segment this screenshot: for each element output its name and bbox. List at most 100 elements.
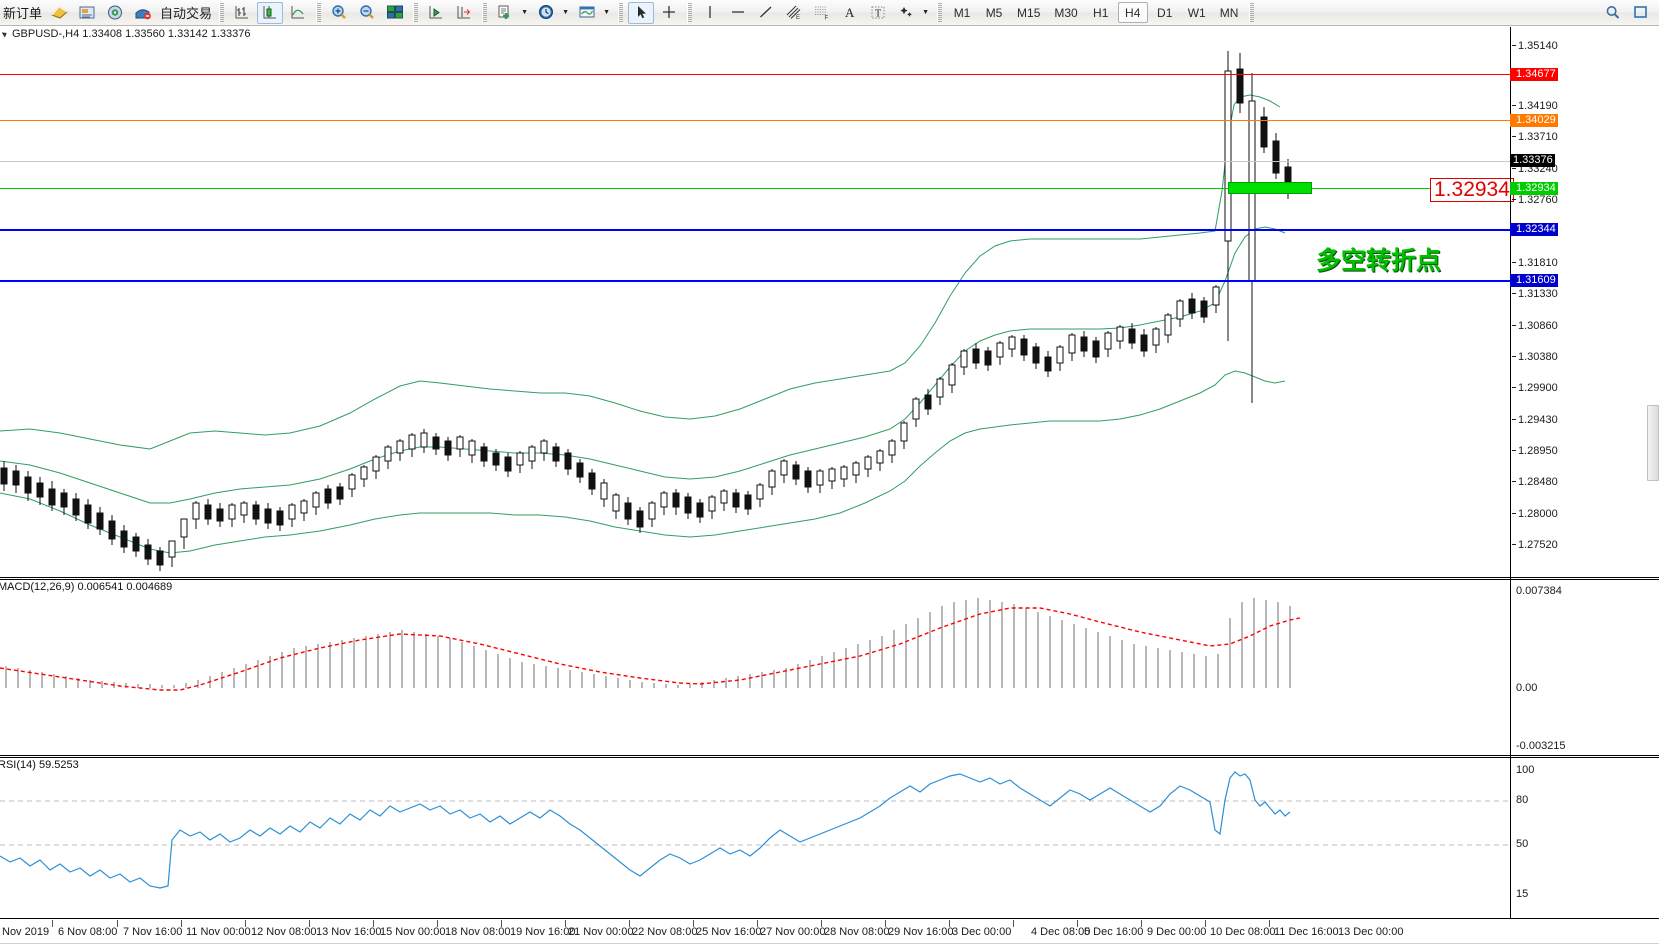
level-tag-current-price: 1.33376 <box>1510 154 1555 167</box>
chart-annotation-text[interactable]: 多空转折点 <box>1316 246 1442 275</box>
level-line-current-price <box>0 161 1510 162</box>
price-tick: 1.29430 <box>1512 414 1558 426</box>
templates-icon[interactable] <box>574 2 600 24</box>
text-label-icon[interactable]: T <box>865 2 891 24</box>
new-order-button[interactable]: 新订单 <box>0 1 45 25</box>
bollinger-middle-band <box>0 226 1286 504</box>
rsi-tick-50: 50 <box>1516 838 1529 850</box>
time-label: 7 Nov 16:00 <box>123 926 183 938</box>
indicators-dropdown-arrow-icon[interactable]: ▼ <box>521 9 528 16</box>
rsi-scale: 100 80 50 15 <box>1511 760 1659 918</box>
timeframe-m1[interactable]: M1 <box>953 5 971 20</box>
autotrading-label: 自动交易 <box>160 7 213 22</box>
shapes-icon[interactable] <box>893 2 919 24</box>
time-label: 9 Dec 00:00 <box>1147 926 1207 938</box>
timeframe-m30[interactable]: M30 <box>1054 5 1078 20</box>
level-tag-support-green[interactable]: 1.32934 <box>1510 182 1558 195</box>
line-chart-icon[interactable] <box>285 2 311 24</box>
time-separator <box>1141 920 1142 927</box>
price-tick: 1.29900 <box>1512 382 1558 394</box>
autotrading-button[interactable]: 自动交易 <box>157 1 215 25</box>
time-label: 18 Nov 08:00 <box>445 926 511 938</box>
level-line-resistance-red[interactable] <box>0 72 1526 77</box>
bollinger-lower-band <box>0 370 1286 554</box>
price-tick: 1.28480 <box>1512 476 1558 488</box>
pane-separator-rsi <box>0 755 1659 758</box>
zoom-out-icon[interactable] <box>354 2 380 24</box>
chart-shift-icon[interactable] <box>451 2 477 24</box>
level-tag-resistance-red[interactable]: 1.34677 <box>1510 68 1558 81</box>
auto-scroll-icon[interactable] <box>423 2 449 24</box>
horizontal-line-icon[interactable] <box>725 2 751 24</box>
vertical-scrollbar[interactable] <box>1647 405 1659 481</box>
timeframe-mn[interactable]: MN <box>1219 5 1239 20</box>
time-label: 11 Nov 00:00 <box>186 926 251 938</box>
macd-pane[interactable] <box>0 582 1510 752</box>
maximize-icon[interactable] <box>1628 2 1654 24</box>
timeframe-w1[interactable]: W1 <box>1187 5 1206 20</box>
time-label: 11 Dec 16:00 <box>1274 926 1339 938</box>
time-separator <box>1269 920 1270 927</box>
level-line-support-blue-1[interactable] <box>0 228 1526 233</box>
alerts-icon[interactable] <box>102 2 128 24</box>
text-icon[interactable]: A <box>837 2 863 24</box>
price-axis[interactable]: 1.35140 1.34190 1.33710 1.33240 1.32760 … <box>1510 27 1659 918</box>
level-tag-resistance-orange[interactable]: 1.34029 <box>1510 114 1558 127</box>
rsi-canvas <box>0 771 1510 889</box>
timeframe-h4[interactable]: H4 <box>1117 2 1148 23</box>
periods-dropdown-arrow-icon[interactable]: ▼ <box>562 9 569 16</box>
level-tag-support-blue-2[interactable]: 1.31609 <box>1510 274 1558 287</box>
price-tick: 1.28000 <box>1512 508 1558 520</box>
price-chart-pane[interactable] <box>0 41 1510 579</box>
vertical-line-icon[interactable] <box>697 2 723 24</box>
pane-separator-macd <box>0 577 1659 580</box>
time-separator <box>437 920 438 927</box>
level-line-support-blue-2[interactable] <box>0 279 1526 284</box>
price-tick: 1.33710 <box>1512 131 1558 143</box>
price-axis-line <box>1510 27 1511 918</box>
periods-icon[interactable] <box>533 2 559 24</box>
zoom-in-icon[interactable] <box>326 2 352 24</box>
time-label: 6 Nov 08:00 <box>58 926 118 938</box>
search-icon[interactable] <box>1600 2 1626 24</box>
time-separator <box>885 920 886 927</box>
bollinger-upper-band <box>0 94 1281 450</box>
shapes-dropdown-arrow-icon[interactable]: ▼ <box>922 9 929 16</box>
crosshair-icon[interactable] <box>656 2 682 24</box>
candlestick-chart-icon[interactable] <box>257 1 284 24</box>
templates-dropdown-arrow-icon[interactable]: ▼ <box>603 9 610 16</box>
timeframe-m15[interactable]: M15 <box>1017 5 1041 20</box>
svg-text:F: F <box>825 16 829 22</box>
time-axis[interactable]: Nov 2019 6 Nov 08:00 7 Nov 16:00 11 Nov … <box>0 918 1659 949</box>
time-label: Nov 2019 <box>2 926 50 938</box>
timeframe-m5[interactable]: M5 <box>985 5 1003 20</box>
symbol-info-text: GBPUSD-,H4 1.33408 1.33560 1.33142 1.333… <box>12 28 251 40</box>
timeframe-d1[interactable]: D1 <box>1157 5 1173 20</box>
time-label: 21 Nov 00:00 <box>568 926 634 938</box>
cursor-icon[interactable] <box>628 1 655 24</box>
fibonacci-icon[interactable]: F <box>809 2 835 24</box>
charts-icon[interactable] <box>46 2 72 24</box>
macd-indicator-label: MACD(12,26,9) 0.006541 0.004689 <box>0 581 173 593</box>
tile-windows-icon[interactable] <box>382 2 408 24</box>
price-callout-box[interactable]: 1.32934 <box>1430 178 1514 202</box>
time-separator <box>117 920 118 927</box>
bar-chart-icon[interactable] <box>229 2 255 24</box>
equidistant-channel-icon[interactable]: E <box>781 2 807 24</box>
support-zone-highlight[interactable] <box>1228 182 1312 194</box>
macd-scale: 0.007384 0.00 -0.003215 <box>1511 582 1659 752</box>
time-separator <box>629 920 630 927</box>
indicators-icon[interactable] <box>492 2 518 24</box>
main-toolbar: 新订单 <box>0 0 1659 26</box>
rsi-pane[interactable] <box>0 760 1510 918</box>
timeframe-h1[interactable]: H1 <box>1093 5 1109 20</box>
price-chart-canvas <box>0 51 1292 571</box>
level-line-resistance-orange[interactable] <box>0 118 1526 123</box>
level-tag-support-blue-1[interactable]: 1.32344 <box>1510 223 1558 236</box>
news-icon[interactable] <box>74 2 100 24</box>
mailbox-icon[interactable] <box>130 2 156 24</box>
timeframe-group: M1 M5 M15 M30 H1 H4 D1 W1 MN <box>946 2 1245 23</box>
toolbar-divider-4 <box>482 2 488 23</box>
time-separator <box>1013 920 1014 927</box>
trendline-icon[interactable] <box>753 2 779 24</box>
